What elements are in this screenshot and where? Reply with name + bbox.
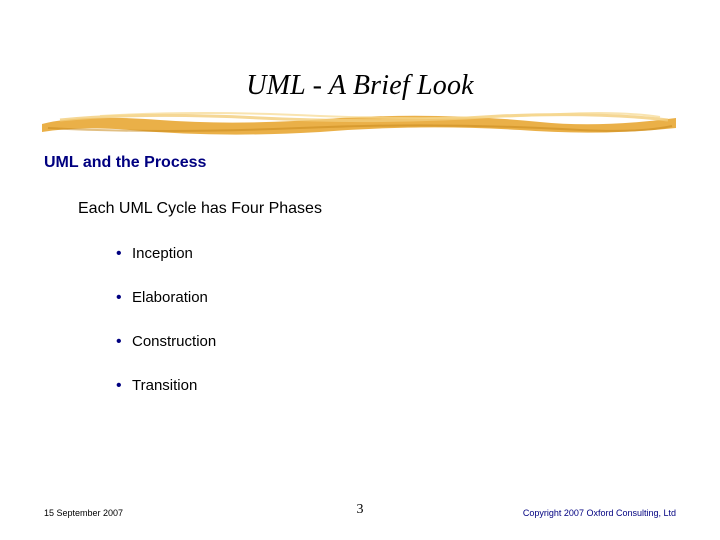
bullet-label: Elaboration: [132, 289, 208, 306]
slide: UML - A Brief Look UML and the Process E…: [0, 0, 720, 540]
bullet-label: Construction: [132, 333, 216, 350]
list-item: Construction: [118, 333, 216, 351]
slide-title: UML - A Brief Look: [246, 70, 474, 101]
list-item: Inception: [118, 245, 216, 263]
list-item: Transition: [118, 377, 216, 395]
subheading: Each UML Cycle has Four Phases: [78, 200, 322, 218]
footer-copyright: Copyright 2007 Oxford Consulting, Ltd: [523, 508, 676, 518]
title-container: UML - A Brief Look: [0, 70, 720, 102]
brush-underline: [40, 108, 680, 138]
bullet-label: Transition: [132, 377, 197, 394]
bullet-label: Inception: [132, 245, 193, 262]
list-item: Elaboration: [118, 289, 216, 307]
bullet-list: Inception Elaboration Construction Trans…: [118, 245, 216, 421]
section-heading: UML and the Process: [44, 154, 206, 172]
